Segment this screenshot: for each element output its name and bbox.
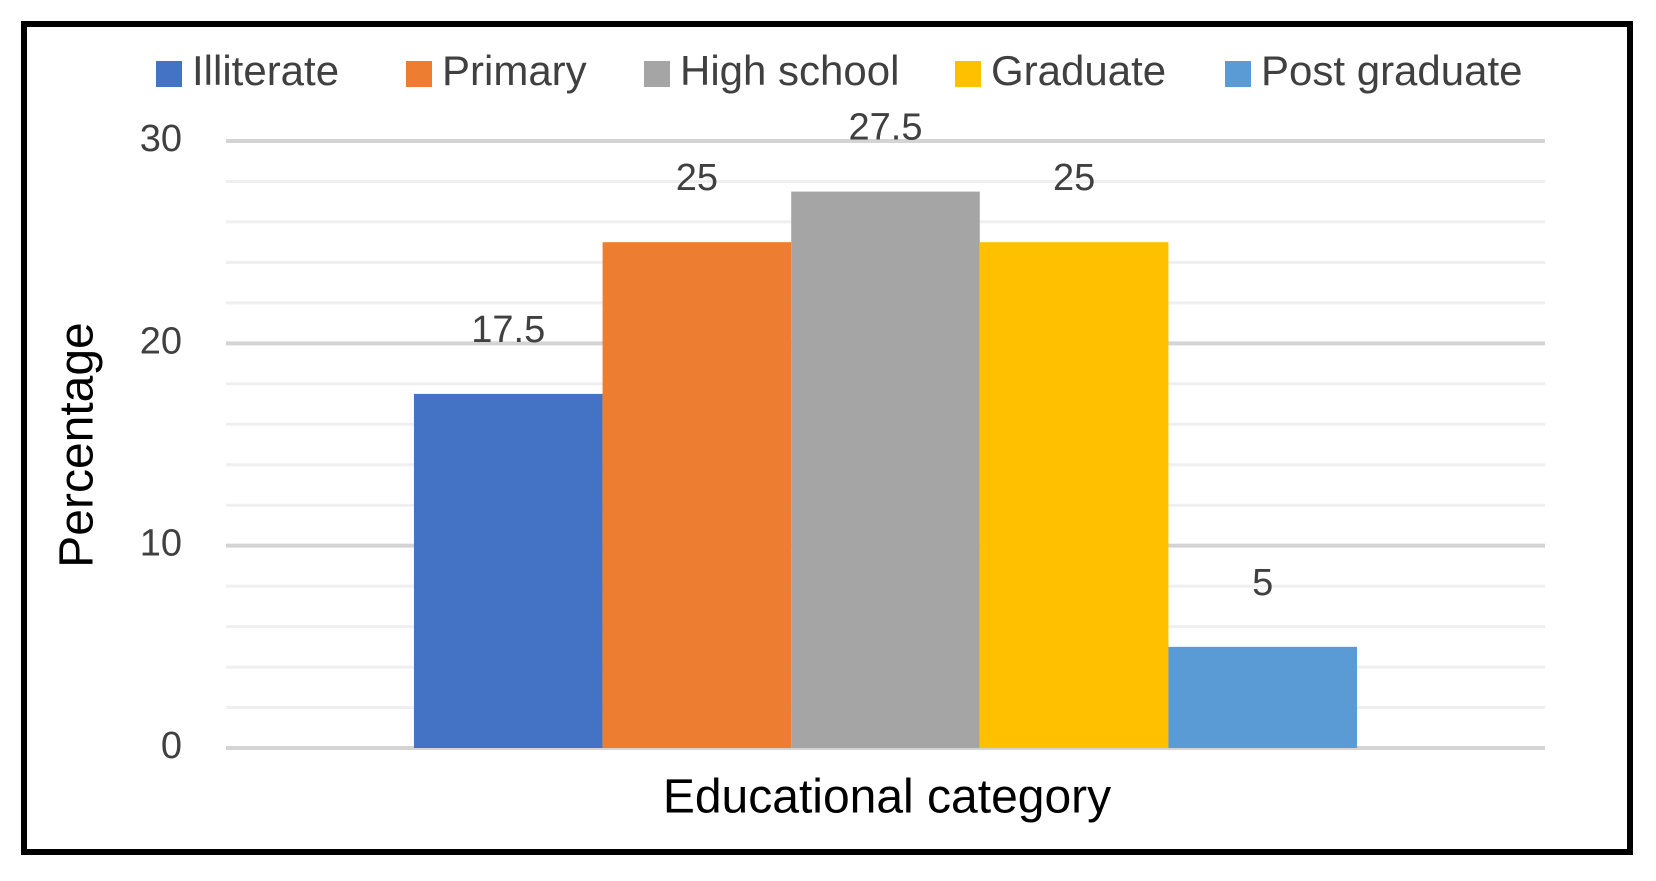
legend-swatch <box>156 61 182 87</box>
legend-label: Primary <box>442 47 587 94</box>
legend-swatch <box>644 61 670 87</box>
bar <box>1168 646 1358 748</box>
x-axis-title: Educational category <box>663 771 1111 824</box>
bar <box>791 191 980 749</box>
data-label: 5 <box>1252 562 1273 604</box>
data-label: 25 <box>676 157 718 199</box>
chart-border <box>21 21 1633 855</box>
y-tick-label: 0 <box>161 725 182 767</box>
legend-label: Illiterate <box>192 47 339 94</box>
bar <box>413 393 603 748</box>
legend-label: Graduate <box>991 47 1166 94</box>
y-tick-label: 10 <box>140 523 182 565</box>
legend-swatch <box>955 61 981 87</box>
legend-label: Post graduate <box>1261 47 1523 94</box>
y-axis-title: Percentage <box>51 322 104 568</box>
bar <box>979 242 1169 748</box>
legend-swatch <box>406 61 432 87</box>
data-label: 25 <box>1053 157 1095 199</box>
data-label: 17.5 <box>471 309 545 351</box>
legend-swatch <box>1225 61 1251 87</box>
y-tick-label: 30 <box>140 118 182 160</box>
bar <box>602 242 792 748</box>
legend-label: High school <box>680 47 899 94</box>
data-label: 27.5 <box>849 107 923 149</box>
y-tick-label: 20 <box>140 320 182 362</box>
